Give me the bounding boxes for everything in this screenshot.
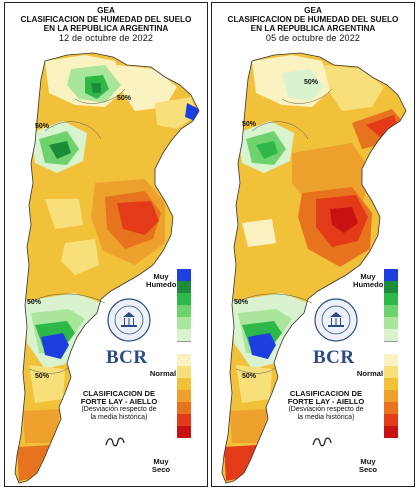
method-caption: CLASIFICACION DE FORTE LAY - AIELLO (Des… <box>61 389 177 422</box>
scale-swatch <box>177 378 191 390</box>
bcr-logo-text: BCR <box>106 347 148 368</box>
method-title-line2: FORTE LAY - AIELLO <box>287 397 365 407</box>
scale-swatch <box>177 329 191 341</box>
scale-swatch <box>177 281 191 293</box>
method-title-line2: FORTE LAY - AIELLO <box>80 397 158 407</box>
scale-swatch <box>177 354 191 366</box>
scale-swatch <box>177 414 191 426</box>
method-sub-line1: (Desviación respecto de <box>288 406 364 414</box>
scale-swatch <box>384 402 398 414</box>
scale-label-dry: Muy Seco <box>358 457 378 474</box>
map-panel-oct-05: GEA CLASIFICACION DE HUMEDAD DEL SUELO E… <box>211 2 415 487</box>
scale-swatch <box>177 341 191 354</box>
isoline-label: 50% <box>242 373 257 380</box>
panel-title-line1: CLASIFICACION DE HUMEDAD DEL SUELO <box>227 15 399 24</box>
panel-date: 05 de octubre de 2022 <box>265 33 361 43</box>
argentina-soil-moisture-map <box>14 52 200 484</box>
scale-swatch <box>384 281 398 293</box>
scale-swatch <box>384 414 398 426</box>
panel-date: 12 de octubre de 2022 <box>58 33 154 43</box>
scale-swatch <box>384 354 398 366</box>
method-sub-line1: (Desviación respecto de <box>81 406 157 414</box>
method-title-line1: CLASIFICACION DE <box>82 389 156 398</box>
bcr-seal-logo <box>107 298 151 342</box>
scale-swatch <box>177 293 191 305</box>
isoline-label: 50% <box>242 121 257 128</box>
scale-swatch <box>384 317 398 329</box>
scale-label-wet: Muy Humedo <box>146 272 177 289</box>
scale-label-dry: Muy Seco <box>151 457 171 474</box>
isoline-label: 50% <box>117 95 132 102</box>
scale-swatch <box>177 366 191 378</box>
author-mark-icon <box>312 437 332 447</box>
method-sub-line2: la media histórica) <box>297 414 355 422</box>
map-panel-oct-12: GEA CLASIFICACION DE HUMEDAD DEL SUELO E… <box>4 2 208 487</box>
isoline-label: 50% <box>304 79 319 86</box>
scale-swatch <box>384 341 398 354</box>
method-caption: CLASIFICACION DE FORTE LAY - AIELLO (Des… <box>268 389 384 422</box>
scale-swatch <box>177 402 191 414</box>
author-mark-icon <box>105 437 125 447</box>
scale-label-wet: Muy Humedo <box>353 272 384 289</box>
panel-org: GEA <box>304 6 322 15</box>
scale-swatch <box>384 305 398 317</box>
scale-swatch <box>384 426 398 438</box>
method-sub-line2: la media histórica) <box>90 414 148 422</box>
isoline-label: 50% <box>35 123 50 130</box>
isoline-label: 50% <box>27 299 42 306</box>
scale-swatch <box>177 305 191 317</box>
method-title-line1: CLASIFICACION DE <box>289 389 363 398</box>
panel-title-line2: EN LA REPUBLICA ARGENTINA <box>43 24 169 33</box>
bcr-seal-logo <box>314 298 358 342</box>
scale-swatch <box>384 269 398 281</box>
scale-swatch <box>177 426 191 438</box>
scale-swatch <box>384 390 398 402</box>
scale-label-normal: Normal <box>356 369 384 378</box>
isoline-label: 50% <box>234 299 249 306</box>
panel-org: GEA <box>97 6 115 15</box>
argentina-soil-moisture-map <box>221 52 407 484</box>
isoline-label: 50% <box>35 373 50 380</box>
moisture-color-scale <box>384 269 398 438</box>
panel-title-line2: EN LA REPUBLICA ARGENTINA <box>250 24 376 33</box>
moisture-color-scale <box>177 269 191 438</box>
scale-label-normal: Normal <box>149 369 177 378</box>
scale-swatch <box>384 293 398 305</box>
scale-swatch <box>177 269 191 281</box>
scale-swatch <box>384 329 398 341</box>
bcr-logo-text: BCR <box>313 347 355 368</box>
scale-swatch <box>384 366 398 378</box>
scale-swatch <box>177 317 191 329</box>
panel-title-line1: CLASIFICACION DE HUMEDAD DEL SUELO <box>20 15 192 24</box>
scale-swatch <box>177 390 191 402</box>
scale-swatch <box>384 378 398 390</box>
